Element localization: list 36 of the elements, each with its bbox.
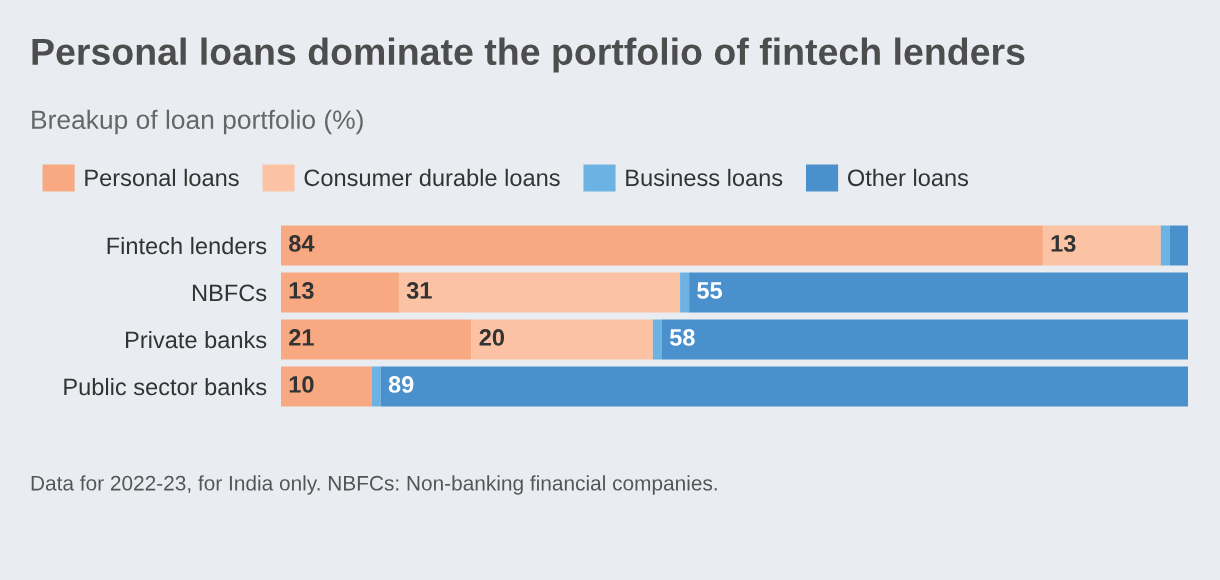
y-tick-label: Public sector banks (64, 377, 267, 396)
data-label: 13 (1051, 235, 1076, 252)
bar (652, 319, 662, 360)
legend-label: Personal loans (85, 168, 239, 187)
y-tick-label: Fintech lenders (107, 236, 267, 255)
data-label: 10 (289, 376, 314, 393)
data-label: 21 (289, 329, 314, 346)
bar (1042, 225, 1161, 266)
y-tick-label: NBFCs (192, 284, 267, 302)
bar (398, 272, 681, 313)
chart-title: Personal loans dominate the portfolio of fintech lenders (32, 37, 1025, 73)
bar (471, 319, 653, 360)
data-label: 13 (289, 282, 314, 299)
text: Data for 2022-23, for India only. NBFCs: Non-banking financial companies. (31, 475, 717, 495)
y-tick-label: Private banks (126, 330, 267, 349)
bar (1160, 225, 1170, 266)
bar (281, 225, 1043, 266)
chart-subtitle: Breakup of loan portfolio (%) (32, 109, 363, 135)
legend-label: Business loans (626, 168, 783, 187)
data-label: 58 (669, 329, 695, 346)
bar (661, 319, 1188, 360)
bar (380, 366, 1188, 407)
bar (689, 272, 1188, 313)
bar (680, 272, 690, 313)
bar (281, 272, 399, 313)
data-label: 84 (289, 235, 315, 252)
bar (371, 366, 381, 407)
data-label: 89 (388, 376, 414, 393)
bar (281, 366, 372, 407)
legend-label: Consumer durable loans (304, 168, 560, 187)
bar (1169, 225, 1188, 266)
data-label: 31 (406, 282, 432, 299)
legend-label: Other loans (847, 168, 969, 187)
bar (281, 319, 472, 360)
data-label: 20 (479, 329, 505, 346)
data-label: 55 (697, 282, 723, 299)
